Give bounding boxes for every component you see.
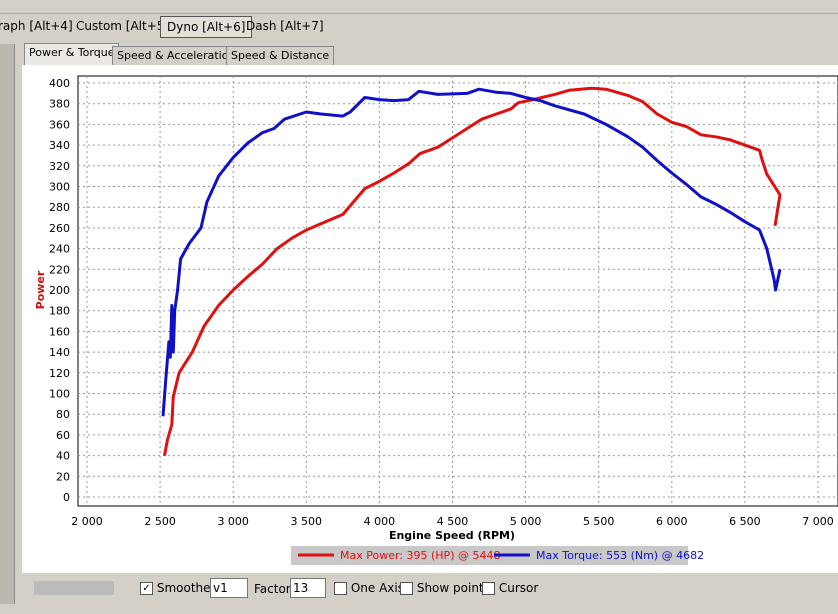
subtab[interactable]: Speed & Distance bbox=[226, 46, 335, 65]
y-tick-label: 340 bbox=[49, 139, 70, 152]
x-tick-label: 7 000 bbox=[802, 515, 834, 528]
y-tick-label: 380 bbox=[49, 98, 70, 111]
x-tick-label: 2 000 bbox=[71, 515, 103, 528]
select[interactable]: v1 bbox=[210, 578, 248, 598]
y-tick-label: 80 bbox=[56, 408, 70, 421]
subtab[interactable]: Power & Torque bbox=[24, 43, 120, 66]
y-tick-label: 40 bbox=[56, 450, 70, 463]
legend-label: Max Power: 395 (HP) @ 5448 bbox=[340, 549, 500, 562]
label: Show points bbox=[416, 581, 490, 595]
x-tick-label: 4 000 bbox=[364, 515, 396, 528]
y-tick-label: 0 bbox=[63, 491, 70, 504]
series-line bbox=[163, 86, 782, 456]
y-tick-label: 300 bbox=[49, 181, 70, 194]
bottom-toolbar: ✓ Smoothed v1 Factor 13 One Axis Show po… bbox=[22, 575, 838, 603]
y-tick-label: 360 bbox=[49, 118, 70, 131]
x-axis-title: Engine Speed (RPM) bbox=[389, 529, 515, 542]
x-tick-label: 2 500 bbox=[144, 515, 176, 528]
y-tick-label: 160 bbox=[49, 325, 70, 338]
toolbar-icons[interactable] bbox=[34, 581, 114, 595]
y-axis-title: Power bbox=[34, 270, 47, 309]
y-tick-label: 20 bbox=[56, 470, 70, 483]
tab[interactable]: raph [Alt+4] bbox=[0, 19, 73, 33]
legend bbox=[291, 546, 688, 565]
y-tick-label: 100 bbox=[49, 388, 70, 401]
plot-area bbox=[77, 75, 838, 507]
chart: Power Engine Speed (RPM) 0 20 40 60 80 100 120… bbox=[22, 65, 838, 573]
y-tick-label: 400 bbox=[49, 77, 70, 90]
y-tick-label: 120 bbox=[49, 367, 70, 380]
tab[interactable]: Dash [Alt+7] bbox=[246, 19, 324, 33]
scrollbar[interactable] bbox=[0, 44, 15, 604]
y-tick-label: 320 bbox=[49, 160, 70, 173]
y-tick-label: 240 bbox=[49, 243, 70, 256]
toolbar bbox=[0, 0, 838, 14]
y-tick-label: 280 bbox=[49, 201, 70, 214]
checkbox[interactable]: ✓ bbox=[140, 582, 153, 595]
x-tick-label: 6 000 bbox=[656, 515, 688, 528]
label: Cursor bbox=[498, 581, 539, 595]
spinner[interactable]: 13 bbox=[290, 578, 326, 598]
y-tick-label: 180 bbox=[49, 305, 70, 318]
label: Factor bbox=[254, 582, 291, 596]
subtab[interactable]: Speed & Acceleration bbox=[112, 46, 241, 65]
label: One Axis bbox=[350, 581, 404, 595]
y-tick-label: 260 bbox=[49, 222, 70, 235]
x-tick-label: 5 000 bbox=[510, 515, 542, 528]
x-tick-label: 4 500 bbox=[437, 515, 469, 528]
x-tick-label: 3 500 bbox=[291, 515, 323, 528]
y-tick-label: 200 bbox=[49, 284, 70, 297]
x-tick-label: 5 500 bbox=[583, 515, 615, 528]
x-tick-label: 3 000 bbox=[217, 515, 249, 528]
tab[interactable]: Custom [Alt+5] bbox=[76, 19, 170, 33]
checkbox[interactable] bbox=[334, 582, 347, 595]
legend-label: Max Torque: 553 (Nm) @ 4682 bbox=[536, 549, 704, 562]
checkbox[interactable] bbox=[400, 582, 413, 595]
y-tick-label: 140 bbox=[49, 346, 70, 359]
y-tick-label: 220 bbox=[49, 263, 70, 276]
y-tick-label: 60 bbox=[56, 429, 70, 442]
tab[interactable]: Dyno [Alt+6] bbox=[160, 16, 253, 38]
x-tick-label: 6 500 bbox=[729, 515, 761, 528]
label: Smoothed bbox=[156, 581, 219, 595]
checkbox[interactable] bbox=[482, 582, 495, 595]
series-line bbox=[161, 87, 782, 417]
